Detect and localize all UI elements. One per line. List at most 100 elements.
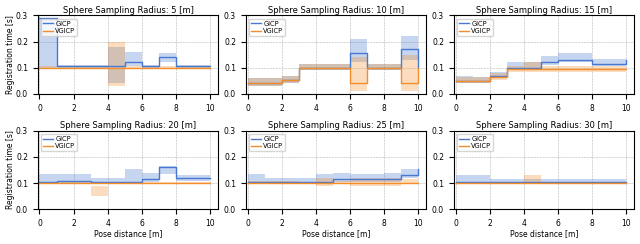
GICP — [36, 180, 44, 183]
Y-axis label: Registration time [s]: Registration time [s] — [6, 15, 15, 94]
VGICP — [189, 66, 196, 69]
VGICP — [52, 182, 60, 185]
GICP — [206, 176, 214, 179]
GICP — [155, 166, 163, 169]
VGICP — [554, 182, 562, 185]
VGICP — [486, 75, 493, 78]
VGICP — [397, 182, 404, 185]
GICP — [52, 179, 60, 182]
VGICP — [260, 182, 268, 185]
GICP — [244, 82, 252, 85]
VGICP — [329, 182, 337, 185]
Title: Sphere Sampling Radius: 15 [m]: Sphere Sampling Radius: 15 [m] — [476, 6, 612, 15]
Title: Sphere Sampling Radius: 20 [m]: Sphere Sampling Radius: 20 [m] — [60, 121, 196, 130]
GICP — [36, 17, 44, 20]
GICP — [87, 180, 95, 183]
Legend: GICP, VGICP: GICP, VGICP — [457, 134, 493, 152]
VGICP — [605, 182, 612, 185]
Legend: GICP, VGICP: GICP, VGICP — [41, 19, 77, 36]
VGICP — [244, 182, 252, 185]
GICP — [520, 66, 527, 69]
VGICP — [588, 182, 596, 185]
GICP — [452, 180, 460, 183]
VGICP — [260, 82, 268, 85]
GICP — [520, 180, 527, 183]
GICP — [278, 78, 285, 81]
GICP — [468, 79, 476, 82]
VGICP — [346, 182, 353, 185]
VGICP — [537, 182, 545, 185]
GICP — [468, 180, 476, 183]
Title: Sphere Sampling Radius: 10 [m]: Sphere Sampling Radius: 10 [m] — [268, 6, 404, 15]
GICP — [295, 66, 303, 69]
GICP — [571, 180, 579, 183]
Line: GICP: GICP — [248, 49, 418, 83]
GICP — [380, 66, 388, 69]
VGICP — [486, 182, 493, 185]
GICP — [189, 176, 196, 179]
VGICP — [537, 68, 545, 71]
GICP — [622, 180, 630, 183]
X-axis label: Pose distance [m]: Pose distance [m] — [510, 229, 579, 238]
GICP — [397, 174, 404, 177]
GICP — [537, 180, 545, 183]
VGICP — [605, 68, 612, 71]
Title: Sphere Sampling Radius: 25 [m]: Sphere Sampling Radius: 25 [m] — [268, 121, 404, 130]
VGICP — [622, 68, 630, 71]
VGICP — [87, 66, 95, 69]
GICP — [295, 180, 303, 183]
GICP — [414, 66, 422, 69]
VGICP — [206, 66, 214, 69]
GICP — [172, 176, 180, 179]
GICP — [260, 180, 268, 183]
GICP — [138, 65, 145, 68]
Line: VGICP: VGICP — [456, 69, 626, 81]
Legend: GICP, VGICP: GICP, VGICP — [41, 134, 77, 152]
GICP — [622, 58, 630, 61]
GICP — [70, 179, 77, 182]
VGICP — [329, 66, 337, 69]
VGICP — [36, 182, 44, 185]
Legend: GICP, VGICP: GICP, VGICP — [457, 19, 493, 36]
GICP — [189, 65, 196, 68]
Line: GICP: GICP — [40, 18, 210, 66]
VGICP — [414, 66, 422, 69]
VGICP — [363, 66, 371, 69]
VGICP — [380, 66, 388, 69]
VGICP — [397, 82, 404, 85]
GICP — [397, 48, 404, 51]
VGICP — [571, 182, 579, 185]
VGICP — [70, 182, 77, 185]
GICP — [503, 66, 511, 69]
VGICP — [468, 182, 476, 185]
VGICP — [155, 66, 163, 69]
VGICP — [244, 82, 252, 85]
GICP — [554, 180, 562, 183]
VGICP — [363, 182, 371, 185]
GICP — [138, 178, 145, 181]
GICP — [554, 58, 562, 61]
VGICP — [189, 182, 196, 185]
VGICP — [138, 182, 145, 185]
GICP — [206, 65, 214, 68]
VGICP — [70, 66, 77, 69]
VGICP — [206, 182, 214, 185]
Title: Sphere Sampling Radius: 5 [m]: Sphere Sampling Radius: 5 [m] — [63, 6, 193, 15]
VGICP — [295, 182, 303, 185]
GICP — [414, 167, 422, 170]
GICP — [329, 66, 337, 69]
GICP — [260, 82, 268, 85]
GICP — [380, 178, 388, 181]
VGICP — [36, 66, 44, 69]
VGICP — [104, 182, 111, 185]
VGICP — [104, 66, 111, 69]
GICP — [312, 66, 319, 69]
Title: Sphere Sampling Radius: 30 [m]: Sphere Sampling Radius: 30 [m] — [476, 121, 612, 130]
Line: GICP: GICP — [456, 60, 626, 81]
VGICP — [380, 182, 388, 185]
GICP — [486, 74, 493, 77]
VGICP — [278, 182, 285, 185]
Line: GICP: GICP — [40, 167, 210, 182]
Y-axis label: Registration time [s]: Registration time [s] — [6, 131, 15, 210]
VGICP — [468, 79, 476, 82]
